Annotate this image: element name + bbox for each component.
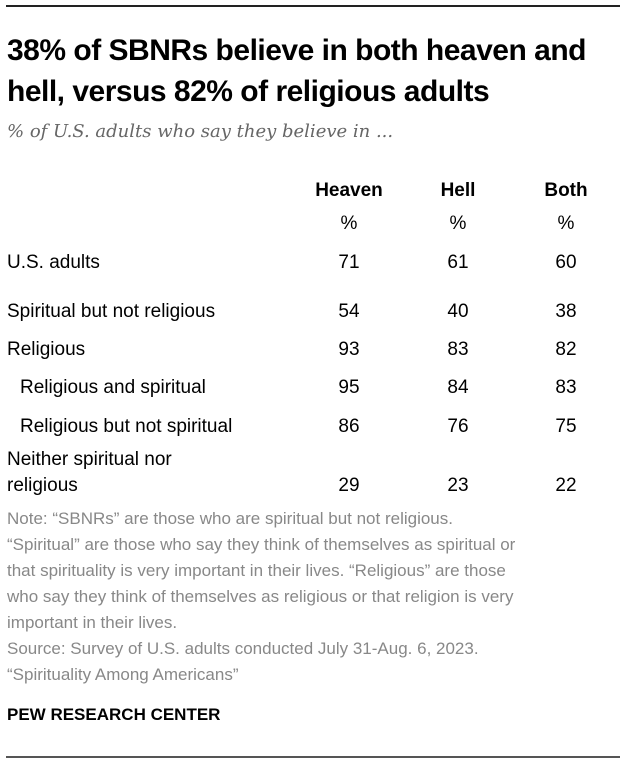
chart-subtitle: % of U.S. adults who say they believe in… [7, 121, 394, 142]
unit-label: % [557, 213, 575, 234]
cell-value: 82 [555, 339, 577, 360]
cell-value: 95 [338, 377, 360, 398]
note-line: that spirituality is very important in t… [7, 561, 506, 580]
notes: Note: “SBNRs” are those who are spiritua… [7, 506, 617, 688]
cell-value: 71 [338, 252, 360, 273]
column-header: Hell [440, 180, 476, 201]
cell-value: 22 [555, 475, 577, 496]
cell-value: 76 [447, 416, 469, 437]
brand-logo-text: PEW RESEARCH CENTER [7, 705, 221, 724]
row-label: religious [7, 475, 78, 496]
note-line: Note: “SBNRs” are those who are spiritua… [7, 509, 453, 528]
note-line: important in their lives. [7, 613, 178, 632]
row-label: Religious but not spiritual [20, 416, 233, 437]
cell-value: 61 [447, 252, 469, 273]
column-header: Both [544, 180, 588, 201]
cell-value: 23 [447, 475, 469, 496]
cell-value: 84 [447, 377, 469, 398]
note-line: who say they think of themselves as reli… [7, 587, 514, 606]
bottom-rule [6, 756, 620, 758]
row-label: U.S. adults [7, 252, 100, 273]
unit-label: % [449, 213, 467, 234]
cell-value: 93 [338, 339, 360, 360]
column-header: Heaven [315, 180, 383, 201]
unit-label: % [340, 213, 358, 234]
source-line: Source: Survey of U.S. adults conducted … [7, 639, 479, 658]
cell-value: 83 [447, 339, 469, 360]
top-rule [6, 5, 620, 7]
source-line: “Spirituality Among Americans” [7, 665, 239, 684]
cell-value: 54 [338, 301, 360, 322]
cell-value: 60 [555, 252, 577, 273]
cell-value: 29 [338, 475, 360, 496]
note-line: “Spiritual” are those who say they think… [7, 535, 516, 554]
chart-title: 38% of SBNRs believe in both heaven and … [7, 34, 586, 108]
cell-value: 83 [555, 377, 577, 398]
cell-value: 40 [447, 301, 469, 322]
row-label: Spiritual but not religious [7, 301, 216, 322]
row-label: Religious and spiritual [20, 377, 206, 398]
cell-value: 38 [555, 301, 577, 322]
cell-value: 86 [338, 416, 360, 437]
row-label: Religious [7, 339, 86, 360]
row-label: Neither spiritual nor [7, 449, 172, 470]
cell-value: 75 [555, 416, 577, 437]
